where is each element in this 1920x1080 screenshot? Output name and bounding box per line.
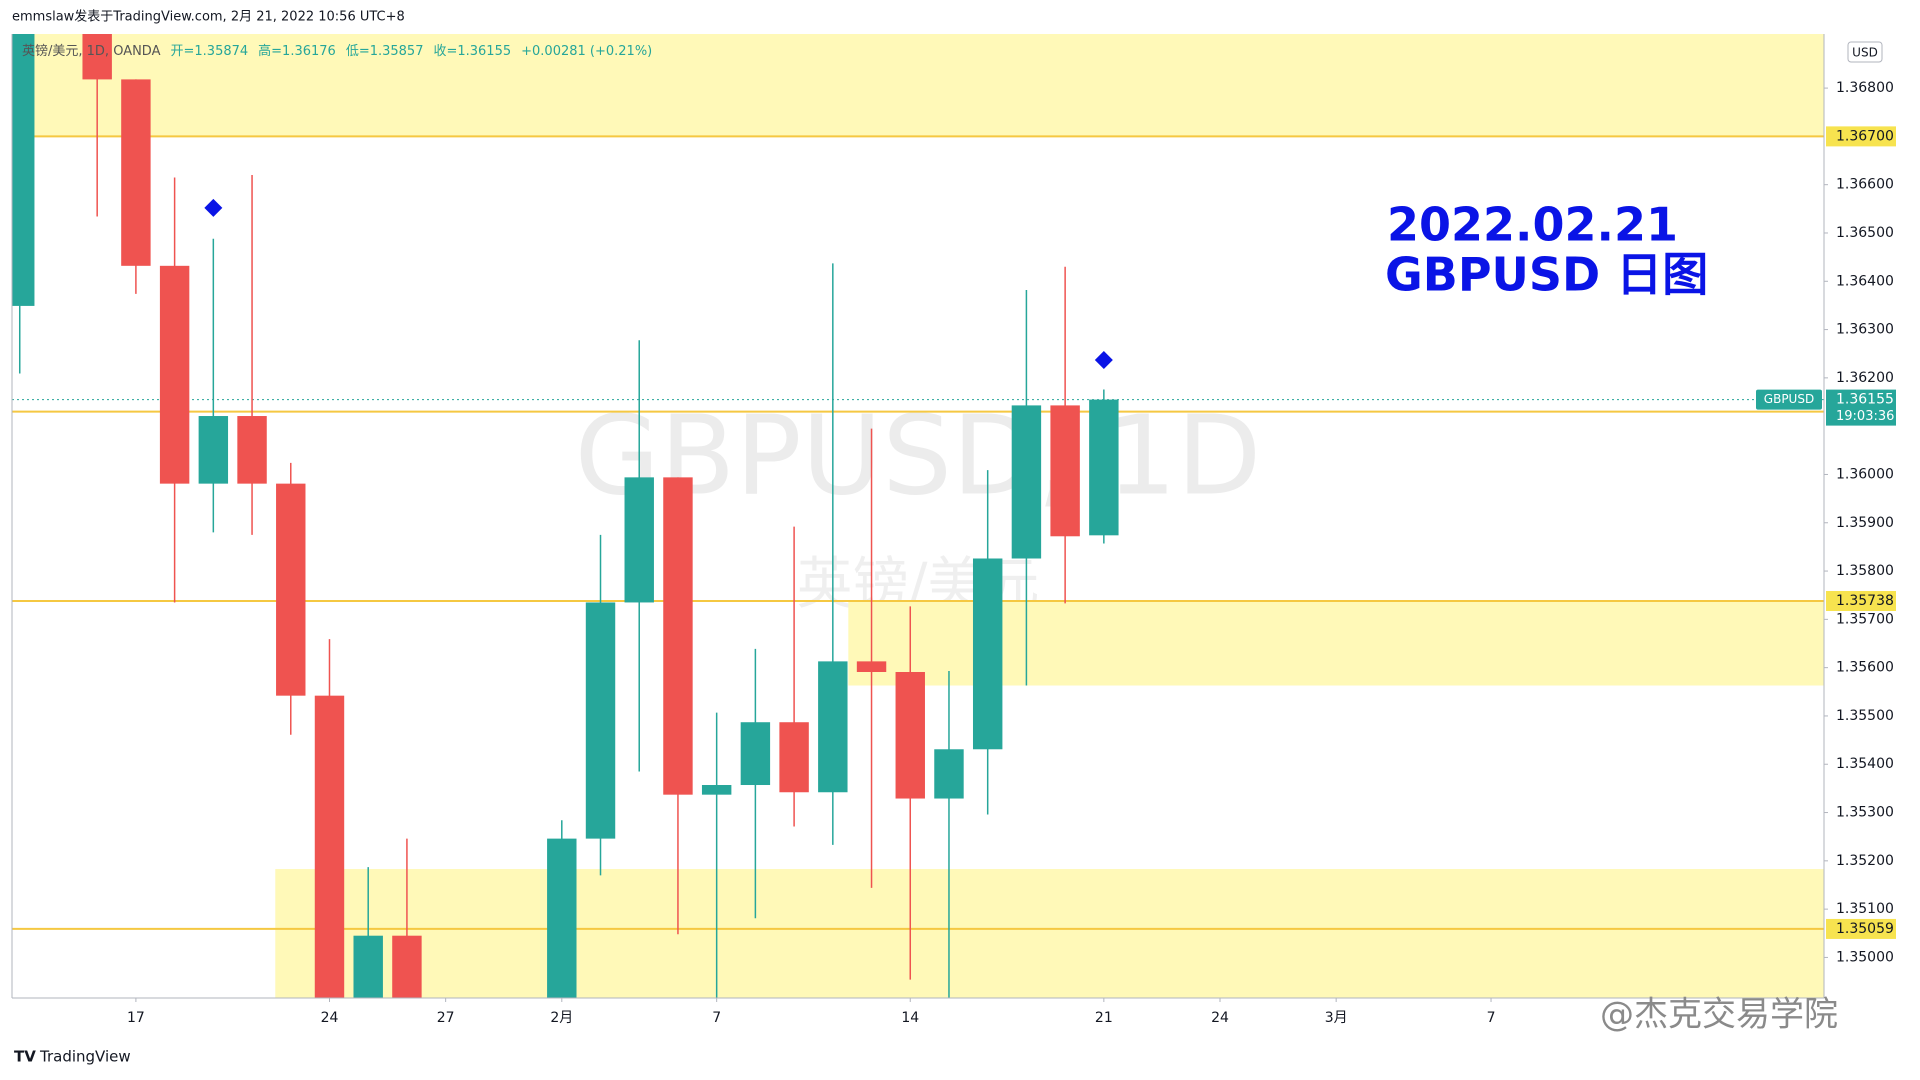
y-tick-label: 1.35800	[1836, 563, 1894, 579]
legend-change: +0.00281 (+0.21%)	[521, 44, 652, 59]
candle-body	[12, 34, 35, 306]
candle-body	[392, 935, 422, 998]
x-tick-label: 27	[437, 1010, 455, 1026]
price-badge	[1826, 389, 1896, 426]
y-tick-label: 1.36600	[1836, 177, 1894, 193]
candle-body	[314, 695, 345, 998]
x-tick-label: 14	[901, 1010, 919, 1026]
level-label: 1.35738	[1836, 593, 1894, 609]
y-tick-label: 1.36000	[1836, 466, 1894, 482]
legend-ohlc: 收=1.36155	[433, 44, 511, 59]
y-tick-label: 1.35400	[1836, 756, 1894, 772]
candle-body	[1011, 405, 1042, 559]
candle-body	[624, 477, 654, 603]
candle-body	[701, 785, 732, 795]
x-tick-label: 24	[321, 1010, 339, 1026]
candle-body	[663, 477, 693, 795]
candle-body	[159, 265, 190, 484]
candle-body	[972, 558, 1003, 750]
y-tick-label: 1.36200	[1836, 370, 1894, 386]
y-tick-label: 1.35600	[1836, 660, 1894, 676]
legend-ohlc: 低=1.35857	[346, 44, 424, 59]
symbol-badge	[1756, 389, 1822, 410]
y-tick-label: 1.35200	[1836, 853, 1894, 869]
level-badge	[1826, 126, 1896, 147]
y-tick-label: 1.35500	[1836, 708, 1894, 724]
symbol-label: GBPUSD	[1764, 392, 1814, 406]
zone	[12, 34, 1824, 137]
annotation: 2022.02.21	[1387, 198, 1678, 252]
footer-logo: TV	[14, 1048, 36, 1066]
legend-symbol: 英镑/美元, 1D, OANDA	[22, 43, 161, 59]
candle-body	[856, 661, 887, 672]
candle-body	[121, 79, 151, 266]
level-label: 1.36700	[1836, 128, 1894, 144]
legend-ohlc: 高=1.36176	[258, 43, 336, 59]
currency-box	[1847, 41, 1883, 63]
credit: @杰克交易学院	[1600, 995, 1838, 1035]
marker	[204, 198, 223, 217]
y-tick-label: 1.36400	[1836, 273, 1894, 289]
candle-body	[895, 671, 925, 799]
level-badge	[1826, 918, 1896, 939]
y-tick-label: 1.36500	[1836, 225, 1894, 241]
countdown: 19:03:36	[1836, 409, 1894, 424]
price-label: 1.36155	[1836, 392, 1894, 408]
x-tick-label: 3月	[1325, 1010, 1348, 1026]
annotation: GBPUSD 日图	[1385, 248, 1708, 302]
y-tick-label: 1.35000	[1836, 949, 1894, 965]
legend: 英镑/美元, 1D, OANDA 开=1.35874 高=1.36176 低=1.35…	[22, 43, 652, 59]
candle-body	[1050, 405, 1080, 537]
candle-body	[585, 602, 616, 839]
footer: TradingView	[39, 1048, 131, 1066]
level-label: 1.35059	[1836, 921, 1894, 937]
header: emmslaw发表于TradingView.com, 2月 21, 2022 1…	[12, 9, 405, 25]
candle-body	[547, 838, 577, 998]
legend-ohlc: 开=1.35874	[171, 44, 249, 59]
candle-body	[934, 749, 964, 799]
candle-body	[237, 416, 267, 484]
candle-body	[198, 416, 229, 484]
candle-body	[1089, 399, 1119, 536]
x-tick-label: 17	[127, 1010, 145, 1026]
x-tick-label: 2月	[550, 1010, 573, 1026]
zone	[848, 601, 1824, 686]
y-tick-label: 1.35700	[1836, 611, 1894, 627]
y-tick-label: 1.35300	[1836, 805, 1894, 821]
plot	[12, 34, 1824, 998]
x-tick-label: 7	[1487, 1010, 1496, 1026]
candle-body	[779, 722, 809, 793]
y-tick-label: 1.35900	[1836, 515, 1894, 531]
marker	[1094, 351, 1113, 370]
candle-body	[276, 483, 306, 696]
y-tick-label: 1.36800	[1836, 80, 1894, 96]
candle-body	[353, 935, 383, 998]
candle-body	[740, 722, 771, 786]
zone	[275, 869, 1824, 998]
x-tick-label: 24	[1211, 1010, 1229, 1026]
x-tick-label: 21	[1095, 1010, 1113, 1026]
x-tick-label: 7	[712, 1010, 721, 1026]
currency: USD	[1852, 46, 1878, 60]
y-tick-label: 1.35100	[1836, 901, 1894, 917]
candle-body	[818, 661, 848, 793]
candle-body	[82, 34, 112, 80]
level-badge	[1826, 591, 1896, 612]
y-tick-label: 1.36300	[1836, 322, 1894, 338]
